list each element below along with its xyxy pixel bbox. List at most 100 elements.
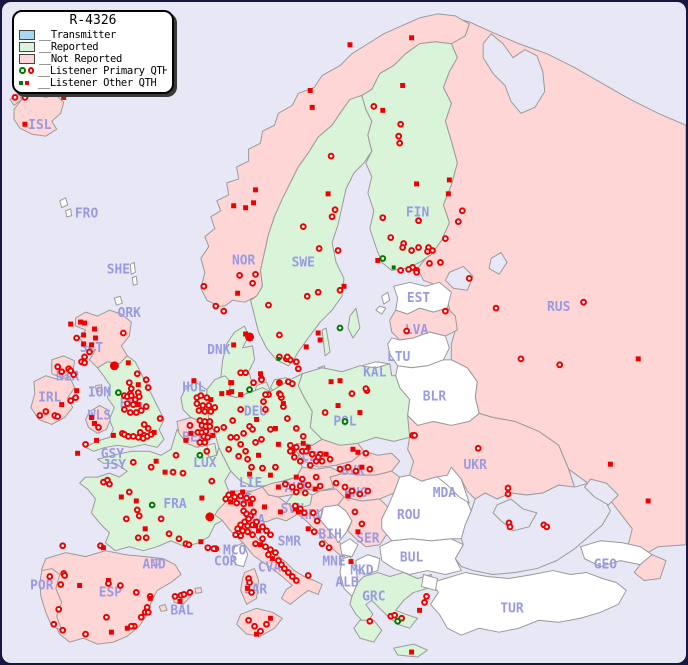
listener-primary-qth-marker	[281, 480, 289, 488]
listener-primary-qth-marker	[197, 392, 205, 399]
listener-primary-qth-marker	[250, 508, 257, 516]
listener-other-qth-marker	[124, 625, 130, 631]
listener-other-qth-marker	[183, 437, 189, 443]
country-label-LTU: LTU	[387, 350, 411, 365]
country-label-ROU: ROU	[397, 508, 421, 523]
listener-other-qth-marker	[315, 330, 321, 336]
listener-primary-qth-marker	[506, 523, 514, 531]
country-WLS	[85, 405, 111, 434]
listener-primary-qth-marker	[474, 444, 482, 452]
listener-primary-qth-marker	[205, 402, 213, 409]
country-label-MCO: MCO	[223, 544, 247, 559]
region-sicily	[236, 607, 283, 637]
listener-primary-qth-marker	[284, 569, 292, 576]
legend-item-label: __Listener Primary QTH	[38, 64, 167, 77]
listener-primary-qth-marker	[157, 515, 165, 523]
red-square-icon	[25, 80, 29, 85]
green-circle-icon	[19, 67, 26, 74]
legend-item-listener-other: __Listener Other QTH	[19, 76, 167, 89]
region-oland	[321, 327, 331, 357]
listener-other-qth-marker	[240, 489, 246, 495]
listener-primary-qth-marker	[313, 517, 321, 525]
listener-primary-qth-marker	[72, 394, 80, 401]
listener-primary-qth-marker	[245, 616, 252, 624]
listener-other-qth-marker	[375, 257, 381, 263]
listener-other-qth-marker	[229, 380, 235, 386]
listener-other-qth-marker	[253, 523, 259, 529]
listener-primary-qth-marker	[129, 458, 137, 466]
listener-other-qth-marker	[226, 390, 232, 396]
listener-primary-qth-marker	[403, 327, 411, 335]
listener-other-qth-marker	[89, 415, 95, 420]
listener-primary-qth-marker	[250, 379, 257, 387]
listener-primary-qth-marker	[244, 528, 251, 536]
listener-primary-qth-marker	[288, 573, 296, 580]
listener-primary-qth-marker	[73, 334, 80, 342]
legend-title: R-4326	[69, 13, 117, 28]
listener-primary-qth-marker	[292, 577, 300, 584]
listener-primary-qth-marker	[426, 260, 433, 267]
listener-primary-qth-marker	[11, 94, 19, 101]
listener-primary-qth-marker	[225, 491, 233, 499]
listener-primary-qth-marker	[310, 528, 318, 536]
legend-item-label: __Listener Other QTH	[38, 76, 157, 89]
listener-other-qth-marker	[258, 542, 263, 548]
legend-item-transmitter: __Transmitter	[19, 29, 167, 41]
listener-primary-qth-marker	[142, 534, 150, 542]
listener-other-qth-marker	[245, 585, 251, 591]
listener-other-qth-marker	[199, 495, 205, 501]
listener-other-qth-marker	[251, 200, 257, 206]
listener-primary-qth-marker	[156, 415, 164, 422]
region-she_1	[129, 261, 136, 275]
listener-primary-qth-marker	[237, 406, 245, 413]
listener-primary-qth-marker	[175, 535, 183, 543]
listener-primary-qth-marker	[292, 425, 300, 432]
country-label-POR: POR	[30, 578, 54, 593]
listener-primary-qth-marker	[265, 551, 272, 559]
listener-other-qth-marker	[151, 429, 157, 435]
listener-primary-qth-marker	[237, 532, 245, 540]
listener-other-qth-marker	[253, 187, 259, 193]
region-est_i1	[381, 291, 391, 305]
listener-primary-qth-marker	[492, 304, 500, 312]
listener-primary-qth-marker	[122, 515, 130, 523]
country-label-MDA: MDA	[433, 486, 457, 501]
region-onega	[488, 251, 508, 275]
listener-primary-qth-marker	[180, 591, 188, 598]
listener-primary-qth-marker	[251, 622, 258, 630]
listener-other-qth-marker	[230, 490, 236, 496]
country-label-GSY: GSY	[101, 447, 125, 462]
listener-primary-qth-marker	[413, 268, 420, 276]
listener-other-qth-marker	[81, 332, 87, 338]
listener-other-qth-marker	[355, 449, 361, 455]
listener-primary-qth-marker	[258, 376, 265, 384]
listener-primary-qth-marker	[292, 488, 300, 496]
country-label-MNE: MNE	[322, 555, 345, 570]
listener-primary-qth-marker-green	[336, 324, 344, 332]
country-MNE	[339, 538, 359, 558]
listener-primary-qth-marker	[504, 490, 512, 498]
country-label-HOL: HOL	[182, 381, 206, 396]
listener-primary-qth-marker	[203, 447, 211, 455]
listener-other-qth-marker	[247, 471, 253, 477]
listener-primary-qth-marker	[54, 363, 62, 371]
listener-primary-qth-marker	[301, 489, 309, 497]
listener-primary-qth-marker	[171, 593, 179, 600]
country-label-IOM: IOM	[88, 386, 112, 401]
listener-primary-qth-marker	[106, 480, 113, 488]
green-square-icon	[19, 80, 23, 85]
country-label-NOR: NOR	[232, 253, 256, 268]
listener-primary-qth-marker	[142, 403, 150, 410]
listener-other-qth-marker	[267, 472, 273, 478]
listener-primary-qth-marker	[267, 531, 274, 539]
listener-primary-qth-marker	[424, 248, 431, 255]
listener-other-qth-marker	[337, 378, 343, 384]
listener-other-qth-marker	[135, 382, 141, 388]
country-IOM	[95, 384, 103, 393]
listener-primary-qth-marker	[135, 393, 143, 400]
listener-primary-qth-marker	[296, 457, 304, 465]
listener-primary-qth-marker	[423, 593, 430, 600]
country-POR	[39, 568, 63, 631]
